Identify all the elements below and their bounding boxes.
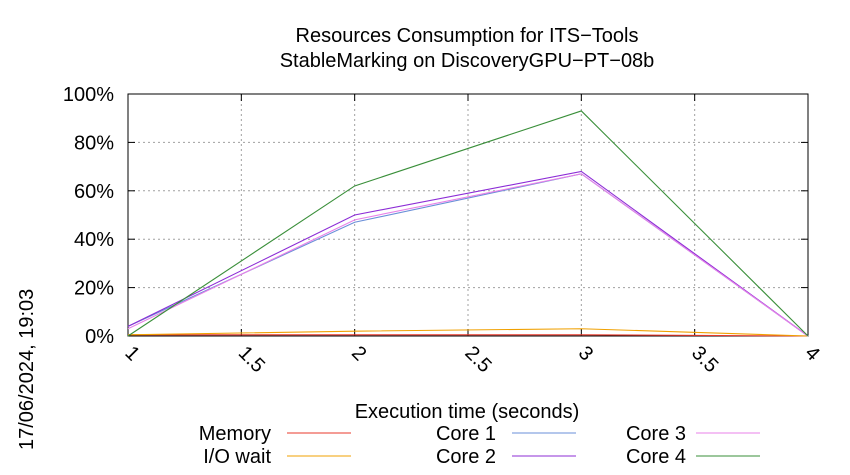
series-line-i-o-wait [127, 328, 809, 337]
x-tick-label: 3.5 [687, 342, 722, 377]
y-tick-label: 60% [74, 181, 114, 203]
y-tick-label: 20% [74, 278, 114, 300]
legend-label-core-1: Core 1 [436, 423, 496, 445]
grid [128, 94, 808, 336]
legend-label-core-3: Core 3 [626, 423, 686, 445]
chart-title: Resources Consumption for ITS−Tools [296, 25, 639, 47]
x-tick-label: 2.5 [460, 342, 495, 377]
y-tick-label: 80% [74, 132, 114, 154]
x-tick-label: 3 [574, 342, 597, 365]
series-line-core-4 [127, 110, 809, 337]
series-line-memory [128, 334, 809, 337]
series-line-core-2 [127, 170, 809, 337]
y-tick-label: 40% [74, 229, 114, 251]
legend-label-memory: Memory [199, 423, 271, 445]
x-tick-label: 1.5 [234, 342, 269, 377]
y-tick-label: 0% [85, 326, 114, 348]
x-tick-label: 4 [800, 342, 823, 365]
y-axis: 0% 20% 40% 60% 80% 100% [63, 84, 808, 348]
legend-label-core-4: Core 4 [626, 446, 686, 468]
chart-subtitle: StableMarking on DiscoveryGPU−PT−08b [280, 50, 655, 72]
x-tick-label: 2 [347, 342, 370, 365]
legend-label-core-2: Core 2 [436, 446, 496, 468]
x-axis-label: Execution time (seconds) [355, 401, 580, 423]
x-tick-label: 1 [120, 342, 143, 365]
series-line-core-3 [127, 173, 809, 337]
series-lines [127, 110, 809, 337]
y-tick-label: 100% [63, 84, 114, 106]
legend-label-i-o-wait: I/O wait [203, 446, 271, 468]
timestamp: 17/06/2024, 19:03 [16, 289, 38, 450]
